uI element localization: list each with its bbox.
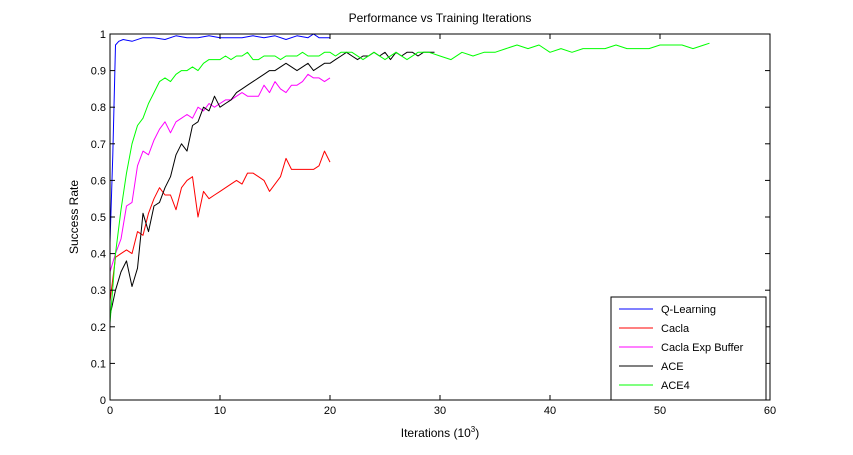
y-tick-label: 0.3 [91,285,106,297]
x-axis-label-text: Iterations (10 [401,426,471,440]
y-tick-label: 0.6 [91,175,106,187]
series-line-ace [109,51,435,316]
y-axis-label: Success Rate [67,180,81,254]
x-axis-label-close: ) [475,426,479,440]
y-tick-label: 0.8 [91,102,106,114]
series-line-ace4 [109,42,710,324]
legend-label-cacla: Cacla [661,323,690,335]
legend-label-q-learning: Q-Learning [661,304,716,316]
series-line-q-learning [109,33,330,243]
legend-label-cacla-exp-buffer: Cacla Exp Buffer [661,342,744,354]
x-tick-label: 40 [544,405,556,417]
chart-title: Performance vs Training Iterations [349,11,532,25]
x-tick-label: 10 [214,405,226,417]
legend-box [610,296,767,401]
y-tick-label: 1 [100,29,106,41]
series-line-cacla [109,150,331,302]
x-tick-label: 20 [324,405,336,417]
y-tick-label: 0.9 [91,66,106,78]
y-tick-label: 0.7 [91,139,106,151]
x-tick-label: 0 [107,405,113,417]
y-tick-label: 0 [100,395,106,407]
legend: Q-Learning Cacla Cacla Exp Buffer ACE ACE4 [610,296,767,401]
series-line-cacla-exp-buffer [109,73,331,273]
ticks-layer: 0 10 20 30 40 50 60 0 0.1 0.2 0.3 0.4 0.5 0.6 0.7 0.8 0.… [91,29,776,417]
x-axis-label-superscript: 3 [471,425,476,434]
legend-label-ace: ACE [661,361,684,373]
legend-label-ace4: ACE4 [661,380,690,392]
x-tick-label: 50 [654,405,666,417]
y-tick-label: 0.1 [91,358,106,370]
x-axis-label: Iterations (103) [401,425,480,440]
series-layer [109,33,710,324]
y-tick-label: 0.5 [91,212,106,224]
y-tick-label: 0.4 [91,249,106,261]
y-tick-label: 0.2 [91,322,106,334]
x-tick-label: 60 [764,405,776,417]
x-tick-label: 30 [434,405,446,417]
